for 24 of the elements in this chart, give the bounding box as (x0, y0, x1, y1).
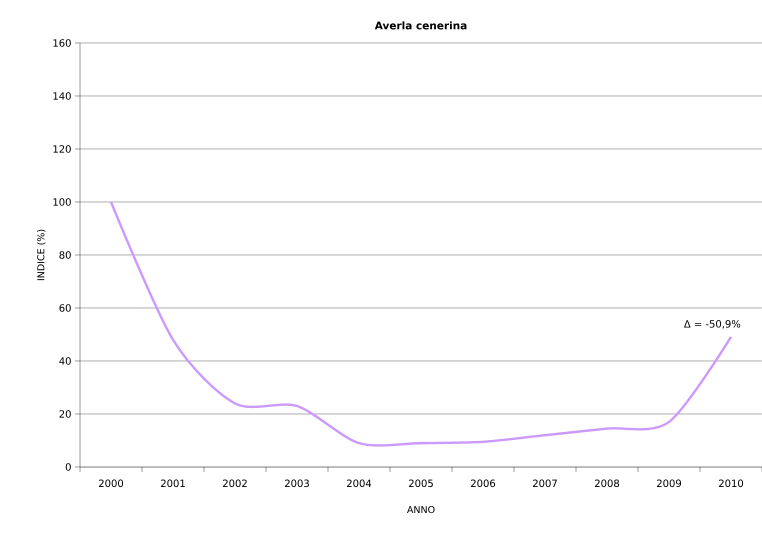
x-tick-label: 2003 (285, 480, 309, 488)
x-tick-label: 2004 (347, 480, 372, 488)
x-tick-label: 2010 (719, 480, 744, 488)
x-tick-label: 2009 (657, 480, 682, 488)
x-tick-label: 2005 (409, 480, 433, 488)
x-axis-title: ANNO (406, 506, 435, 514)
y-tick-label: 160 (53, 39, 71, 47)
y-tick-label: 0 (66, 463, 71, 471)
y-tick-label: 20 (59, 410, 71, 418)
x-tick-label: 2001 (161, 480, 185, 488)
x-tick-label: 2002 (223, 480, 247, 488)
y-tick-label: 40 (59, 357, 71, 365)
y-tick-label: 100 (53, 198, 71, 206)
y-tick-label: 60 (59, 304, 71, 312)
annotation: Δ = -50,9% (684, 320, 740, 329)
chart-title: Averla cenerina (374, 21, 466, 30)
x-tick-label: 2007 (533, 480, 557, 488)
y-tick-label: 120 (53, 145, 71, 153)
x-tick-label: 2006 (471, 480, 496, 488)
y-tick-label: 140 (53, 92, 71, 100)
x-tick-label: 2008 (595, 480, 620, 488)
y-axis-title: INDICE (%) (37, 230, 46, 280)
x-tick-label: 2000 (99, 480, 124, 488)
y-tick-label: 80 (59, 251, 71, 259)
